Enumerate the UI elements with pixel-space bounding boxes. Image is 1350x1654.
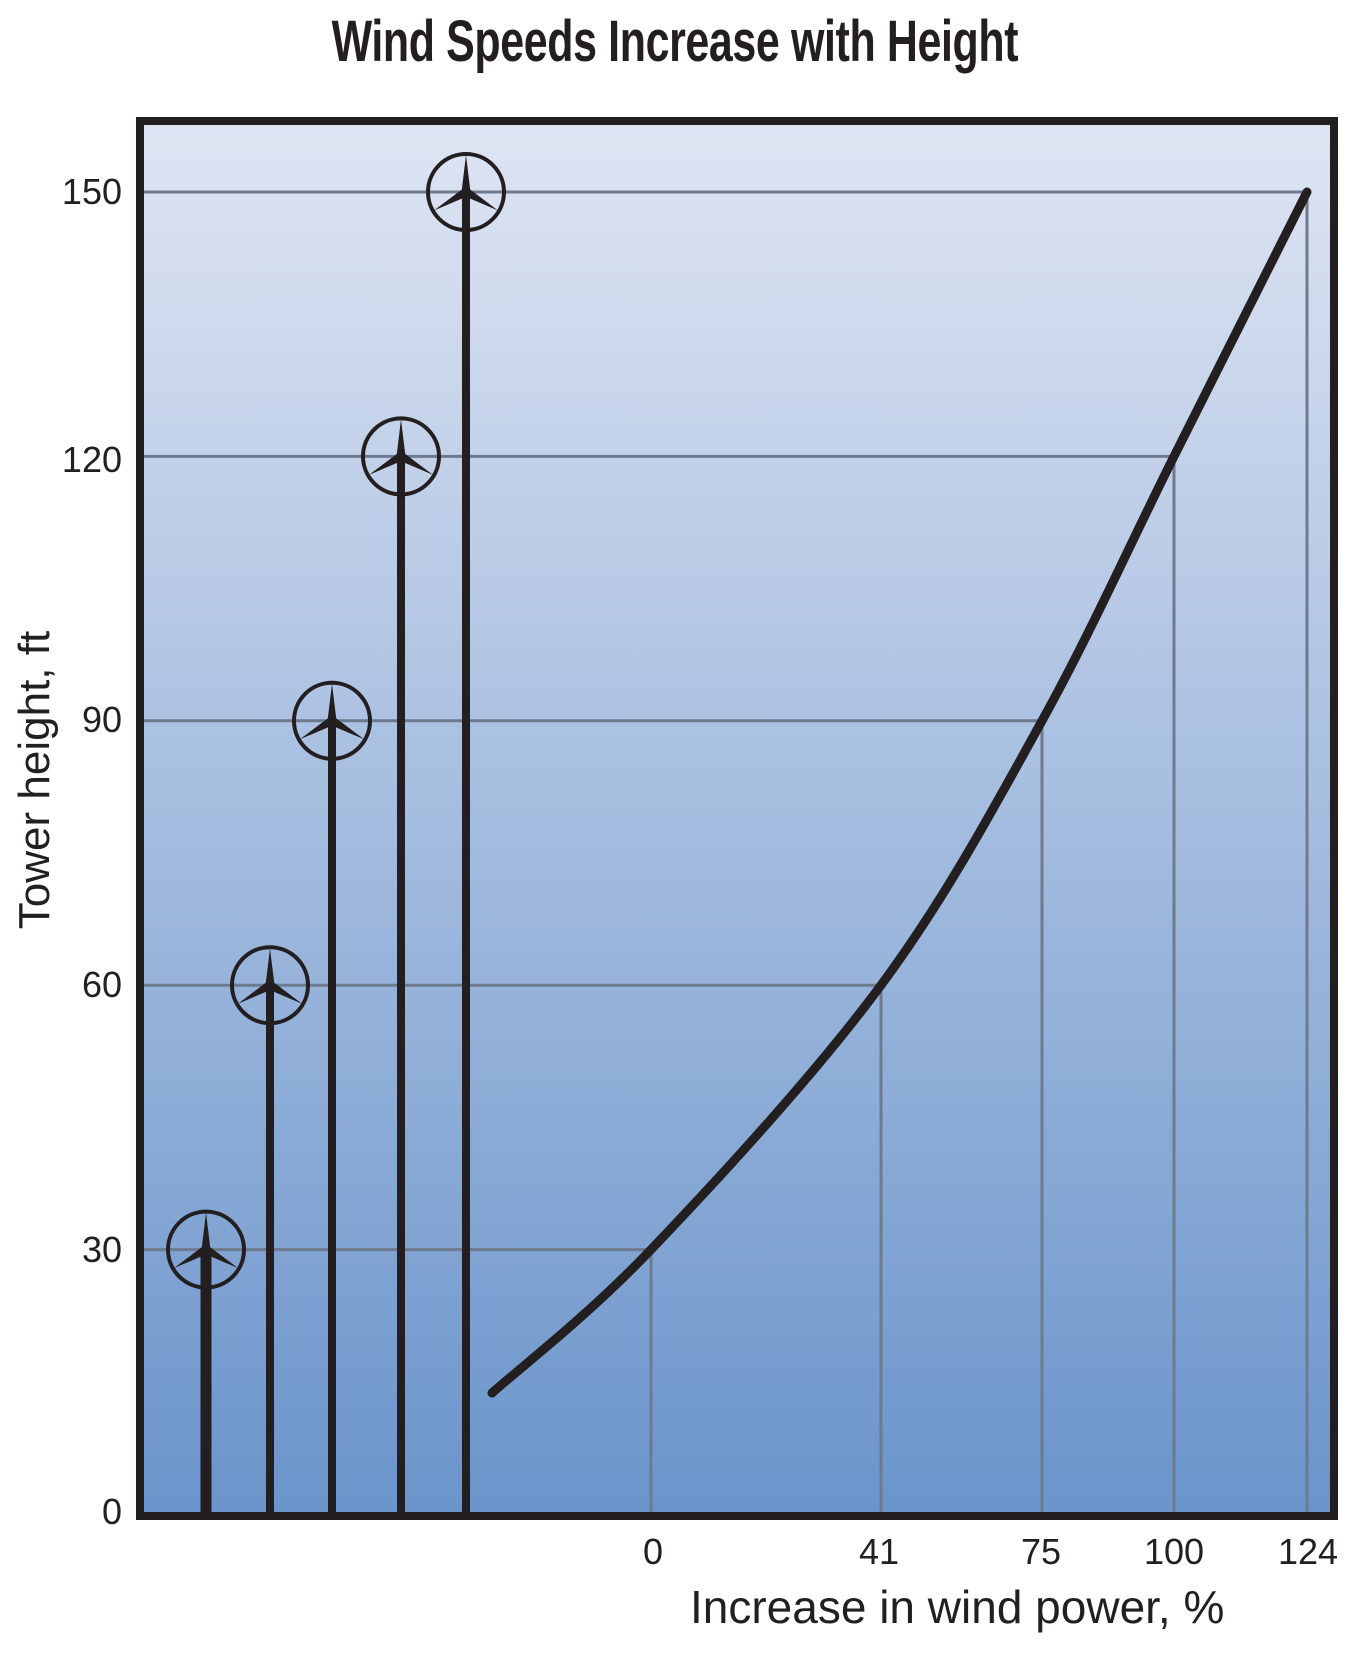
rotor-circle <box>426 152 506 232</box>
turbine-60ft-icon <box>230 945 310 1514</box>
y-tick-90: 90 <box>81 699 122 740</box>
turbine-90ft-icon <box>292 680 372 1514</box>
plot-frame <box>136 117 1338 1520</box>
rotor-circle <box>230 945 310 1026</box>
wind-power-curve <box>487 187 1312 1398</box>
plot-background <box>140 121 1334 1516</box>
turbine-tower <box>397 456 405 1514</box>
turbine-blade <box>327 683 337 721</box>
x-drop-lines <box>649 192 1309 1514</box>
turbine-blade <box>201 1212 211 1250</box>
turbine-tower <box>200 1249 212 1514</box>
turbine-120ft-icon <box>361 416 441 1514</box>
rotor-circle <box>166 1209 246 1290</box>
rotor-circle <box>361 416 441 497</box>
turbine-blade <box>398 452 434 475</box>
y-axis-label: Tower height, ft <box>10 630 59 930</box>
rotor-circle <box>292 680 372 761</box>
chart-title: Wind Speeds Increase with Height <box>0 8 1350 75</box>
y-tick-150: 150 <box>61 171 122 212</box>
turbine-blade <box>203 1245 239 1269</box>
x-tick-124: 124 <box>1277 1531 1339 1572</box>
turbine-blade <box>396 419 406 457</box>
y-tick-0: 0 <box>101 1491 122 1532</box>
turbine-blade <box>299 716 335 740</box>
y-tick-60: 60 <box>81 964 122 1005</box>
turbine-blade <box>267 981 303 1004</box>
turbine-tower <box>462 192 470 1514</box>
turbine-tower <box>328 720 336 1514</box>
turbine-blade <box>329 716 365 740</box>
turbine-blade <box>368 452 404 475</box>
x-axis-label: Increase in wind power, % <box>690 1581 1225 1633</box>
chart-title-text: Wind Speeds Increase with Height <box>331 9 1019 74</box>
turbine-icons <box>166 152 506 1514</box>
turbine-blade <box>461 155 471 192</box>
turbine-30ft-icon <box>166 1209 246 1514</box>
y-tick-120: 120 <box>61 439 122 480</box>
x-tick-41: 41 <box>858 1531 900 1572</box>
x-tick-0: 0 <box>642 1531 664 1572</box>
y-tick-30: 30 <box>81 1229 122 1270</box>
turbine-blade <box>463 188 499 211</box>
turbine-tower <box>266 985 274 1514</box>
turbine-150ft-icon <box>426 152 506 1514</box>
turbine-blade <box>433 188 469 211</box>
x-tick-75: 75 <box>1020 1531 1062 1572</box>
x-tick-100: 100 <box>1143 1531 1205 1572</box>
turbine-blade <box>265 948 275 986</box>
turbine-blade <box>237 981 273 1004</box>
turbine-blade <box>173 1245 209 1269</box>
